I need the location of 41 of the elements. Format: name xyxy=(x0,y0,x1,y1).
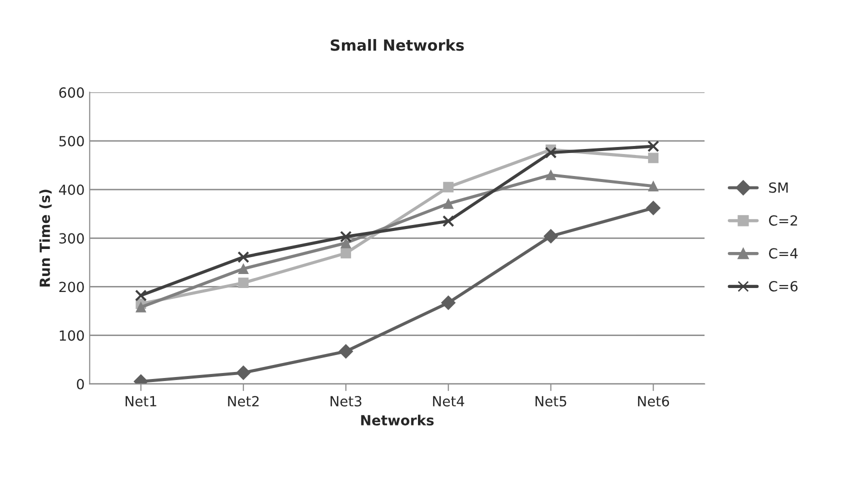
point xyxy=(441,296,456,310)
x-tick-label: Net5 xyxy=(536,396,566,406)
point xyxy=(136,302,146,312)
point xyxy=(340,238,352,248)
point xyxy=(340,248,352,258)
y-axis-title: Run Time (s) xyxy=(39,190,52,286)
y-tick-label: 300 xyxy=(59,233,84,244)
point xyxy=(648,180,659,192)
y-tick-label: 600 xyxy=(59,87,84,98)
x-axis-title: Networks xyxy=(361,414,434,426)
x-tick-label: Net2 xyxy=(228,396,259,406)
point xyxy=(442,215,454,228)
y-tick-label: 200 xyxy=(59,282,84,292)
legend-label: SM xyxy=(769,182,788,193)
x-tick-label: Net6 xyxy=(638,396,670,406)
x-tick-label: Net4 xyxy=(433,396,464,406)
point xyxy=(646,200,661,216)
y-tick-label: 500 xyxy=(59,136,84,146)
point xyxy=(648,152,659,164)
point xyxy=(340,230,352,243)
point xyxy=(338,344,354,359)
legend-label: C=6 xyxy=(769,280,798,292)
y-tick-label: 0 xyxy=(76,378,84,390)
point xyxy=(238,278,249,288)
legend-label: C=4 xyxy=(769,248,798,259)
point xyxy=(544,228,558,244)
point xyxy=(236,366,251,380)
point xyxy=(238,264,249,274)
y-tick-label: 400 xyxy=(58,184,84,196)
point xyxy=(237,251,250,263)
point xyxy=(135,290,147,302)
legend-label: C=2 xyxy=(769,215,798,226)
y-tick-label: 100 xyxy=(60,330,84,341)
x-tick-label: Net3 xyxy=(330,396,362,406)
point xyxy=(443,182,454,192)
chart-title: Small Networks xyxy=(330,39,464,51)
point xyxy=(647,140,660,152)
point xyxy=(546,170,556,180)
point xyxy=(443,198,454,209)
point xyxy=(544,146,557,159)
x-tick-label: Net1 xyxy=(126,396,156,406)
